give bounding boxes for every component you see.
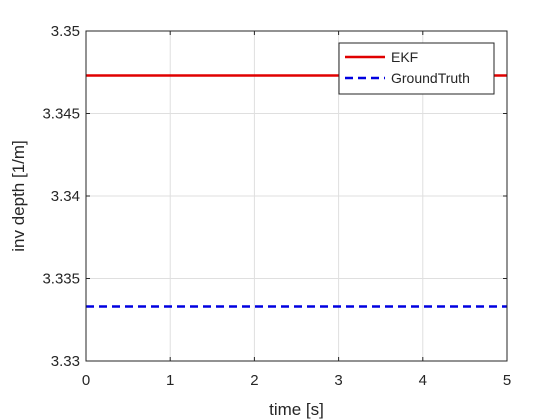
x-tick-label: 3 <box>334 372 342 389</box>
legend-label-ekf: EKF <box>391 49 418 65</box>
x-tick-label: 4 <box>419 372 427 389</box>
x-axis-label: time [s] <box>269 400 324 419</box>
y-tick-label: 3.34 <box>51 188 80 205</box>
y-axis-label: inv depth [1/m] <box>9 140 28 252</box>
ticks: 0 1 2 3 4 5 3.33 3.335 3.34 3.345 3.35 <box>42 23 511 389</box>
x-tick-label: 1 <box>166 372 174 389</box>
x-tick-label: 2 <box>250 372 258 389</box>
x-tick-label: 5 <box>503 372 511 389</box>
series-lines <box>86 74 507 308</box>
y-tick-label: 3.335 <box>42 271 80 288</box>
y-tick-label: 3.33 <box>51 353 80 370</box>
legend: EKF GroundTruth <box>338 42 495 95</box>
legend-label-groundtruth: GroundTruth <box>391 70 470 86</box>
y-tick-label: 3.345 <box>42 106 80 123</box>
y-tick-label: 3.35 <box>51 23 80 40</box>
x-tick-label: 0 <box>82 372 90 389</box>
legend-box <box>338 42 495 95</box>
